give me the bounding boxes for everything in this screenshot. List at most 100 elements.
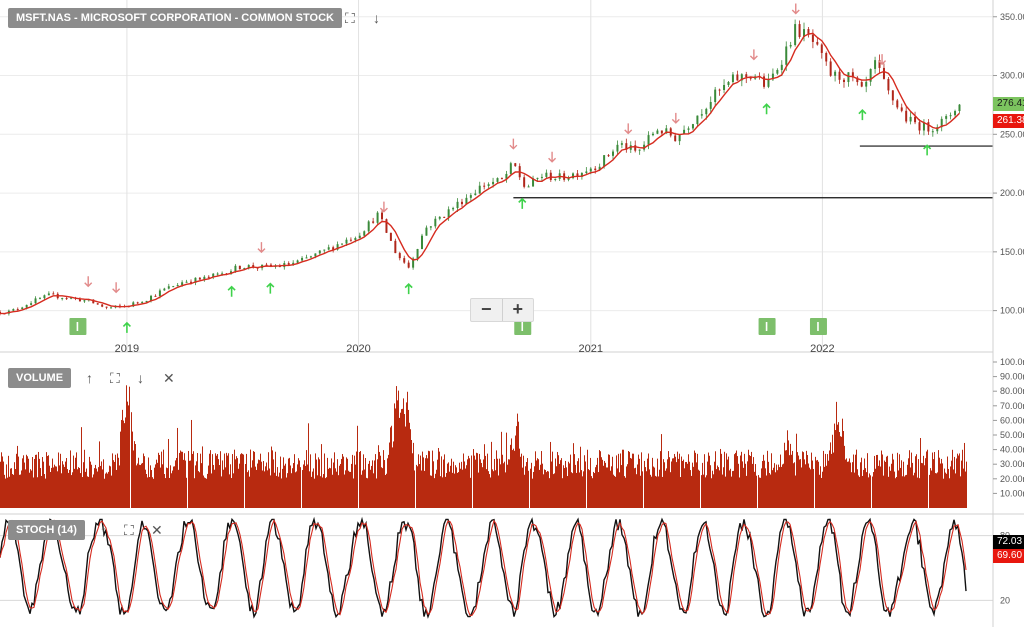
volume-bar — [275, 451, 276, 508]
volume-bar — [635, 467, 636, 508]
volume-bar — [898, 470, 899, 508]
zoom-out-button[interactable]: − — [480, 299, 492, 319]
volume-bar — [1, 452, 2, 508]
volume-bar — [332, 474, 333, 508]
volume-bar — [530, 468, 531, 508]
expand-icon[interactable]: ⛶ — [124, 522, 134, 538]
volume-bar — [520, 456, 521, 508]
zoom-in-button[interactable]: + — [501, 299, 534, 321]
candle-body — [865, 81, 868, 87]
volume-bar — [325, 478, 326, 508]
volume-bar — [362, 470, 363, 508]
up-arrow-icon — [122, 321, 131, 333]
volume-bar — [539, 469, 540, 508]
volume-bar — [712, 470, 713, 508]
volume-bar — [936, 473, 937, 508]
volume-gap — [130, 362, 131, 508]
volume-bar — [601, 457, 602, 508]
volume-bar — [652, 457, 653, 508]
volume-bar — [679, 453, 680, 508]
volume-bar — [35, 454, 36, 508]
candle-body — [349, 239, 352, 241]
volume-bar — [762, 461, 763, 508]
arrow-down-icon[interactable]: ↓ — [137, 370, 144, 386]
volume-bar — [907, 464, 908, 508]
volume-bar — [736, 450, 737, 508]
arrow-up-icon[interactable]: ↑ — [86, 370, 93, 386]
candle-body — [740, 74, 743, 81]
volume-bar — [197, 453, 198, 508]
volume-bar — [750, 456, 751, 508]
volume-bar — [572, 473, 573, 508]
volume-bar — [592, 478, 593, 508]
volume-bar — [447, 463, 448, 508]
x-tick-label: 2022 — [810, 343, 834, 355]
volume-bar — [294, 454, 295, 508]
volume-bar — [490, 477, 491, 508]
candle-body — [483, 185, 486, 187]
volume-bar — [756, 475, 757, 508]
volume-bar — [79, 467, 80, 508]
volume-bar — [703, 474, 704, 508]
stoch-label[interactable]: STOCH (14) — [8, 520, 85, 540]
volume-bar — [824, 466, 825, 508]
volume-bar — [176, 457, 177, 508]
volume-bar — [414, 470, 415, 508]
close-icon[interactable]: ✕ — [151, 522, 163, 538]
volume-bar — [252, 460, 253, 508]
candle-body — [198, 277, 201, 280]
expand-icon[interactable]: ⛶ — [110, 370, 120, 386]
volume-bar — [682, 461, 683, 508]
volume-bar — [54, 464, 55, 508]
volume-bar — [842, 418, 843, 508]
volume-bar — [33, 477, 34, 508]
candle-body — [416, 249, 419, 259]
price-candles — [0, 19, 961, 316]
volume-bar — [796, 433, 797, 508]
volume-bar — [957, 453, 958, 508]
volume-bar — [119, 465, 120, 508]
volume-bar — [126, 385, 127, 508]
volume-bar — [915, 456, 916, 508]
volume-bar — [326, 477, 327, 508]
volume-bar — [793, 463, 794, 508]
volume-bar — [234, 449, 235, 508]
candle-body — [403, 258, 406, 263]
volume-bar — [375, 454, 376, 508]
candle-body — [83, 300, 86, 302]
candle-body — [96, 303, 99, 305]
volume-bar — [637, 464, 638, 508]
volume-bar — [134, 441, 135, 508]
arrow-down-icon[interactable]: ↓ — [373, 10, 380, 26]
volume-bar — [618, 453, 619, 508]
volume-bar — [498, 475, 499, 508]
volume-bar — [659, 469, 660, 508]
symbol-label[interactable]: MSFT.NAS - MICROSOFT CORPORATION - COMMO… — [8, 8, 342, 28]
candle-body — [803, 29, 806, 37]
expand-icon[interactable]: ⛶ — [345, 10, 355, 26]
arrow-up-icon[interactable]: ↑ — [100, 522, 107, 538]
candle-body — [700, 114, 703, 116]
volume-bar — [690, 470, 691, 508]
up-arrow-icon — [923, 144, 932, 156]
volume-bar — [88, 476, 89, 508]
volume-bar — [238, 468, 239, 508]
volume-bar — [190, 460, 191, 508]
volume-bar — [867, 453, 868, 508]
volume-bar — [732, 471, 733, 508]
volume-tick-label: 20.00m — [1000, 474, 1024, 484]
candle-body — [874, 60, 877, 69]
close-icon[interactable]: ✕ — [163, 370, 175, 386]
volume-bar — [771, 453, 772, 508]
volume-bar — [308, 423, 309, 508]
volume-bar — [408, 409, 409, 508]
candle-body — [909, 116, 912, 122]
volume-bar — [115, 454, 116, 508]
volume-bar — [318, 457, 319, 508]
volume-bar — [554, 473, 555, 508]
volume-bar — [838, 422, 839, 508]
volume-bar — [507, 464, 508, 508]
volume-bar — [819, 474, 820, 508]
volume-label[interactable]: VOLUME — [8, 368, 72, 388]
